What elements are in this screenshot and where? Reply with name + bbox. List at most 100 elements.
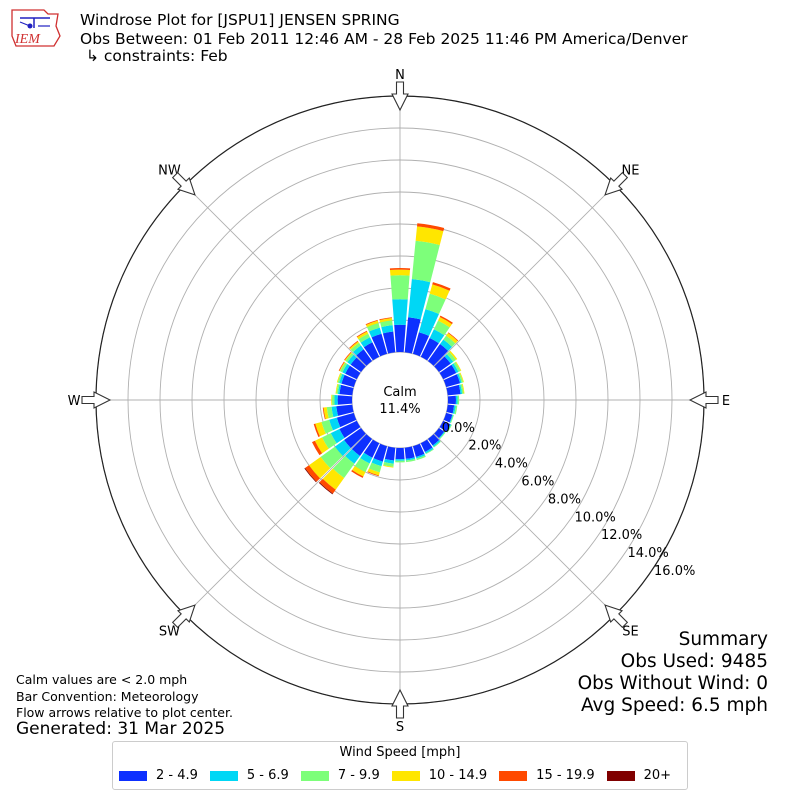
rose-bar-segment [443,335,456,347]
legend-swatch [606,770,635,781]
rose-bar-segment [371,458,383,467]
rose-bar-segment [433,441,441,448]
rose-bar-segment [455,395,458,405]
calm-note: Calm values are < 2.0 mph [16,672,188,687]
rose-bar-segment [383,461,394,467]
flow-arrow-icon [391,81,409,112]
rose-bar-segment [392,299,408,326]
rose-bar-segment [334,440,351,456]
summary-obs-without-wind: Obs Without Wind: 0 [577,673,768,694]
radial-tick-label: 12.0% [601,528,642,543]
direction-label: SE [622,625,638,640]
rose-bar-segment [417,223,445,232]
rose-bar-segment [432,282,451,291]
flow-arrow-icon [171,171,196,196]
legend-item: 2 - 4.9 [119,768,198,783]
rose-bar-segment [344,427,366,449]
rose-bar-segment [447,332,459,342]
rose-bar-segment [451,363,459,374]
chart-title: Windrose Plot for [JSPU1] JENSEN SPRING [80,11,400,29]
rose-bar-segment [330,429,345,444]
rose-bar-segment [339,362,346,372]
rose-bar-segment [356,330,368,338]
rose-bar-segment [420,337,439,361]
legend-item: 10 - 14.9 [391,768,488,783]
logo-text: IEM [14,32,41,47]
rose-bar-segment [344,351,352,361]
flow-arrow-icon [688,391,719,409]
rose-bar-segment [439,432,446,440]
rose-bar-segment [418,309,439,336]
rose-bar-segment [365,320,379,328]
rose-bar-segment [315,421,326,437]
rose-bar-segment [320,446,343,469]
rose-bar-segment [352,345,364,356]
rose-bar-segment [322,468,345,490]
rose-bar-segment [446,424,452,433]
generated-date: Generated: 31 Mar 2025 [16,719,226,739]
rose-bar-segment [432,440,441,447]
rose-bar-segment [305,465,320,482]
rose-bar-segment [339,373,345,384]
rose-bar-segment [308,456,331,479]
direction-label: S [396,720,404,735]
flow-arrow-icon [604,604,629,629]
rose-bar-segment [444,354,454,364]
flow-arrows-note: Flow arrows relative to plot center. [16,705,233,720]
rose-bar-segment [365,319,378,325]
rose-bar-segment [321,419,333,434]
rose-bar-segment [447,395,456,405]
legend-swatch [300,770,329,781]
rose-bar-segment [322,407,326,420]
legend-items: 2 - 4.9 5 - 6.9 7 - 9.9 10 - 14.9 15 - 19.9 2… [119,768,683,783]
flow-arrow-icon [604,171,629,196]
rose-bar-segment [404,446,415,459]
legend-label: 10 - 14.9 [428,768,488,783]
rose-bar-segment [415,453,426,459]
rose-bar-segment [450,414,454,424]
legend-label: 20+ [643,768,672,783]
direction-label: NE [622,163,640,178]
rose-bar-segment [415,226,444,246]
rose-bar-segment [459,372,464,383]
legend-item: 15 - 19.9 [499,768,595,783]
rose-bar-segment [334,394,338,406]
rose-bar-segment [352,466,366,477]
rose-bar-segment [326,406,334,419]
rose-bar-segment [412,443,425,458]
rose-bar-segment [337,395,353,405]
rose-bar-segment [313,423,320,438]
rose-bar-segment [389,268,411,270]
rose-bar-segment [384,446,396,461]
rose-bar-segment [339,384,354,396]
rose-bar-segment [411,240,440,283]
rose-bar-segment [456,373,462,384]
calm-value: 11.4% [379,402,420,417]
rose-bar-segment [340,362,348,373]
rose-bar-segment [438,431,445,439]
rose-bar-segment [331,406,339,418]
rose-bar-segment [354,458,370,473]
radial-tick-label: 2.0% [468,439,501,454]
calm-label: Calm [383,385,416,400]
rose-bar-segment [458,384,463,395]
rose-bar-segment [331,394,335,406]
rose-bar-segment [351,469,364,478]
rose-bar-segment [336,372,341,383]
flow-arrow-icon [171,604,196,629]
rose-bar-segment [345,449,360,464]
rose-bar-segment [395,460,405,463]
rose-bar-segment [304,467,317,483]
rose-bar-segment [373,443,388,462]
rose-bar-segment [439,420,451,432]
rose-bar-segment [360,452,373,464]
rose-bar-segment [363,342,380,361]
rose-bar-segment [332,456,355,479]
grid-spoke [184,433,367,616]
legend: Wind Speed [mph] 2 - 4.9 5 - 6.9 7 - 9.9 10… [112,741,688,790]
legend-item: 7 - 9.9 [300,768,380,783]
radial-tick-label: 16.0% [654,564,695,579]
summary-heading: Summary [678,629,768,650]
summary-obs-used: Obs Used: 9485 [620,651,768,672]
rose-bar-segment [384,458,395,464]
